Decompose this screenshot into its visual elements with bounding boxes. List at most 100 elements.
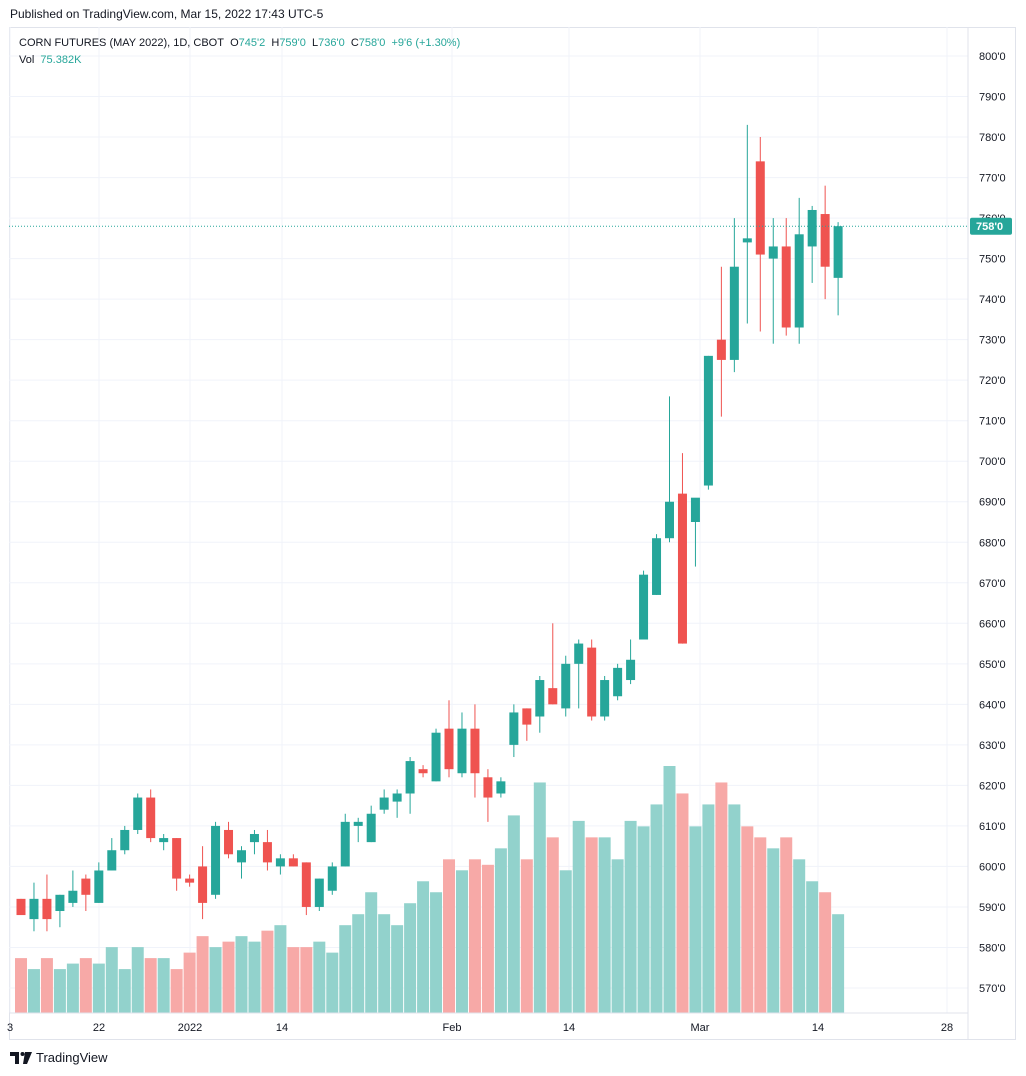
candle-body — [211, 825, 221, 895]
candle — [483, 769, 493, 822]
price-tick-label: 680'0 — [979, 537, 1006, 549]
candle — [42, 874, 52, 932]
volume-bar — [741, 826, 754, 1013]
volume-bar — [754, 837, 767, 1013]
candle — [639, 570, 649, 640]
price-tick-label: 800'0 — [979, 51, 1006, 63]
candle-body — [198, 866, 208, 903]
footer[interactable]: TradingView — [10, 1050, 108, 1065]
time-tick-label: 2022 — [178, 1022, 202, 1034]
volume-bar — [274, 925, 287, 1013]
volume-label: Vol — [19, 54, 35, 66]
open-label: O — [230, 37, 239, 49]
volume-bar — [313, 941, 326, 1013]
time-tick-label: 22 — [93, 1022, 105, 1034]
volume-bar — [15, 958, 27, 1013]
volume-bar — [248, 941, 261, 1013]
volume-value: 75.382K — [40, 54, 82, 66]
volume-bar — [443, 859, 456, 1013]
candle-body — [652, 538, 662, 595]
candle-body — [561, 663, 571, 709]
volume-bar — [404, 903, 417, 1013]
volume-bar — [689, 826, 702, 1013]
candle-body — [68, 890, 78, 903]
volume-bar — [702, 804, 715, 1013]
candle — [107, 838, 117, 871]
volume-bar — [494, 848, 507, 1013]
candle — [379, 789, 389, 814]
volume-bar — [209, 947, 222, 1013]
candle — [820, 185, 830, 300]
candle-body — [42, 898, 52, 920]
candle — [133, 793, 143, 835]
volume-bar — [40, 958, 53, 1013]
candle-body — [755, 161, 765, 255]
candle-body — [807, 209, 817, 247]
symbol-label[interactable]: CORN FUTURES (MAY 2022), 1D, CBOT — [19, 37, 224, 49]
volume-bar — [27, 969, 40, 1013]
volume-bar — [546, 837, 559, 1013]
volume-bar — [430, 892, 443, 1013]
candle — [431, 728, 441, 782]
volume-bar — [533, 782, 546, 1013]
volume-bar — [287, 947, 300, 1013]
chart-legend: CORN FUTURES (MAY 2022), 1D, CBOT O745'2… — [19, 35, 460, 68]
volume-bar — [144, 958, 157, 1013]
candle-body — [716, 339, 726, 360]
price-tick-label: 730'0 — [979, 335, 1006, 347]
volume-bar — [819, 892, 832, 1013]
candle-body — [120, 829, 130, 851]
volume-bar — [417, 881, 430, 1013]
volume-bar — [53, 969, 66, 1013]
candle — [444, 700, 454, 778]
candle — [755, 137, 765, 332]
time-tick-label: 14 — [812, 1022, 824, 1034]
volume-bar — [131, 947, 144, 1013]
high-value: 759'0 — [279, 37, 306, 49]
candle — [172, 838, 182, 891]
candle — [262, 829, 272, 871]
price-tick-label: 630'0 — [979, 740, 1006, 752]
candle-body — [729, 266, 739, 360]
candle — [185, 874, 195, 887]
candle — [587, 639, 597, 721]
candle — [94, 862, 104, 903]
volume-bar — [105, 947, 118, 1013]
candle-body — [639, 574, 649, 640]
candle — [81, 874, 91, 912]
close-label: C — [350, 37, 359, 49]
candle — [236, 846, 246, 879]
candles — [16, 124, 843, 932]
candle-body — [703, 355, 713, 486]
low-label: L — [312, 37, 319, 49]
time-tick-label: Feb — [443, 1022, 462, 1034]
candle — [522, 708, 532, 741]
candle-body — [690, 497, 700, 522]
candle — [288, 854, 298, 867]
open-value: 745'2 — [238, 37, 266, 49]
volume-bar — [326, 952, 339, 1013]
candle — [146, 789, 156, 843]
volume-bar — [66, 963, 79, 1013]
volume-bar — [157, 958, 170, 1013]
volume-bar — [378, 914, 391, 1013]
volume-bar — [559, 870, 572, 1013]
candle — [677, 453, 687, 644]
candle-body — [820, 214, 830, 267]
candle-body — [742, 238, 752, 243]
candle — [211, 821, 221, 899]
volume-bar — [650, 804, 663, 1013]
candle-body — [405, 761, 415, 794]
candle-body — [288, 858, 298, 867]
volume-bar — [92, 963, 105, 1013]
candle — [249, 829, 259, 855]
candle-body — [133, 797, 143, 830]
candle — [781, 218, 791, 336]
candle — [742, 124, 752, 324]
candle-body — [574, 643, 584, 664]
candle — [548, 623, 558, 705]
volume-bar — [780, 837, 793, 1013]
volume-bar — [339, 925, 352, 1013]
time-tick-label: 14 — [276, 1022, 288, 1034]
